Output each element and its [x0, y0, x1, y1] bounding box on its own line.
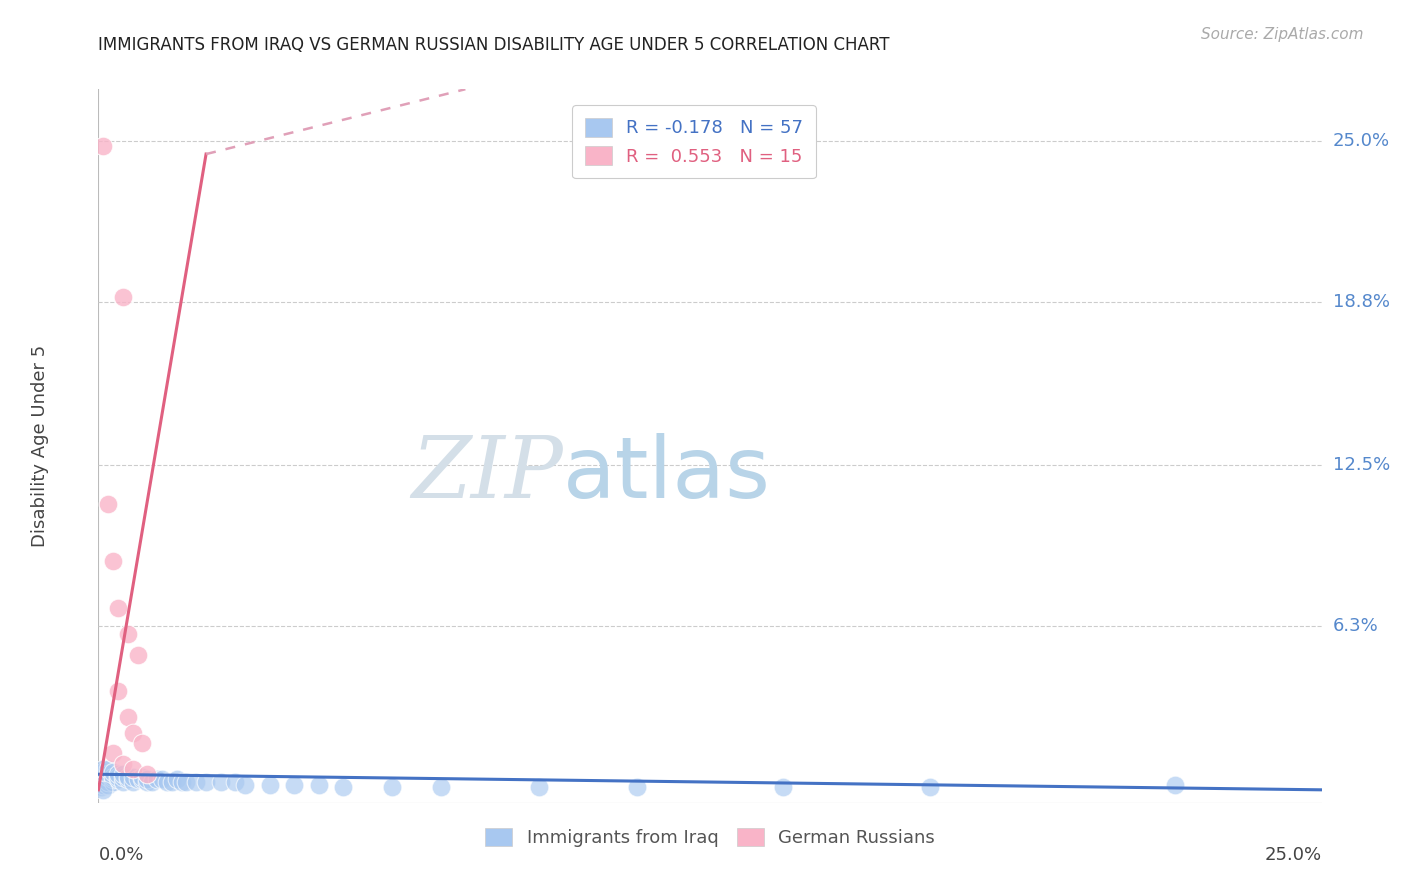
Point — [117, 710, 139, 724]
Text: 12.5%: 12.5% — [1333, 457, 1391, 475]
Point — [107, 601, 129, 615]
Point — [381, 780, 404, 795]
Text: Disability Age Under 5: Disability Age Under 5 — [31, 345, 49, 547]
Point — [111, 767, 134, 781]
Text: IMMIGRANTS FROM IRAQ VS GERMAN RUSSIAN DISABILITY AGE UNDER 5 CORRELATION CHART: IMMIGRANTS FROM IRAQ VS GERMAN RUSSIAN D… — [98, 36, 890, 54]
Text: ZIP: ZIP — [412, 434, 564, 516]
Point — [224, 775, 246, 789]
Point — [121, 770, 143, 784]
Point — [131, 772, 153, 787]
Point — [772, 780, 794, 795]
Point — [1164, 778, 1187, 792]
Point — [527, 780, 550, 795]
Point — [170, 775, 193, 789]
Text: Source: ZipAtlas.com: Source: ZipAtlas.com — [1201, 27, 1364, 42]
Point — [91, 770, 114, 784]
Point — [156, 775, 179, 789]
Point — [131, 770, 153, 784]
Text: 6.3%: 6.3% — [1333, 617, 1378, 635]
Point — [97, 778, 120, 792]
Point — [91, 139, 114, 153]
Point — [90, 780, 112, 795]
Point — [186, 775, 208, 789]
Point — [111, 756, 134, 771]
Point — [101, 775, 124, 789]
Point — [91, 782, 114, 797]
Point — [127, 772, 149, 787]
Point — [160, 775, 183, 789]
Point — [97, 767, 120, 781]
Point — [101, 554, 124, 568]
Point — [308, 778, 330, 792]
Point — [146, 772, 169, 787]
Point — [117, 770, 139, 784]
Point — [107, 772, 129, 787]
Point — [121, 775, 143, 789]
Text: 0.0%: 0.0% — [98, 846, 143, 863]
Point — [121, 725, 143, 739]
Point — [127, 648, 149, 662]
Point — [107, 684, 129, 698]
Point — [91, 767, 114, 781]
Point — [97, 775, 120, 789]
Point — [101, 770, 124, 784]
Point — [97, 770, 120, 784]
Point — [121, 762, 143, 776]
Point — [332, 780, 354, 795]
Point — [101, 772, 124, 787]
Legend: Immigrants from Iraq, German Russians: Immigrants from Iraq, German Russians — [474, 817, 946, 858]
Point — [101, 747, 124, 761]
Point — [117, 772, 139, 787]
Point — [136, 775, 159, 789]
Point — [136, 772, 159, 787]
Point — [111, 290, 134, 304]
Text: 18.8%: 18.8% — [1333, 293, 1389, 311]
Point — [91, 775, 114, 789]
Point — [233, 778, 256, 792]
Point — [195, 775, 218, 789]
Point — [107, 770, 129, 784]
Point — [136, 767, 159, 781]
Point — [141, 775, 163, 789]
Text: 25.0%: 25.0% — [1333, 132, 1391, 150]
Point — [91, 762, 114, 776]
Point — [166, 772, 188, 787]
Point — [91, 778, 114, 792]
Point — [131, 736, 153, 750]
Point — [107, 767, 129, 781]
Point — [101, 764, 124, 779]
Point — [920, 780, 942, 795]
Point — [626, 780, 648, 795]
Point — [209, 775, 232, 789]
Point — [111, 770, 134, 784]
Point — [283, 778, 305, 792]
Point — [97, 497, 120, 511]
Point — [97, 762, 120, 776]
Point — [430, 780, 453, 795]
Point — [259, 778, 281, 792]
Point — [91, 772, 114, 787]
Text: 25.0%: 25.0% — [1264, 846, 1322, 863]
Point — [117, 627, 139, 641]
Point — [91, 764, 114, 779]
Text: atlas: atlas — [564, 433, 772, 516]
Point — [176, 775, 198, 789]
Point — [111, 775, 134, 789]
Point — [150, 772, 173, 787]
